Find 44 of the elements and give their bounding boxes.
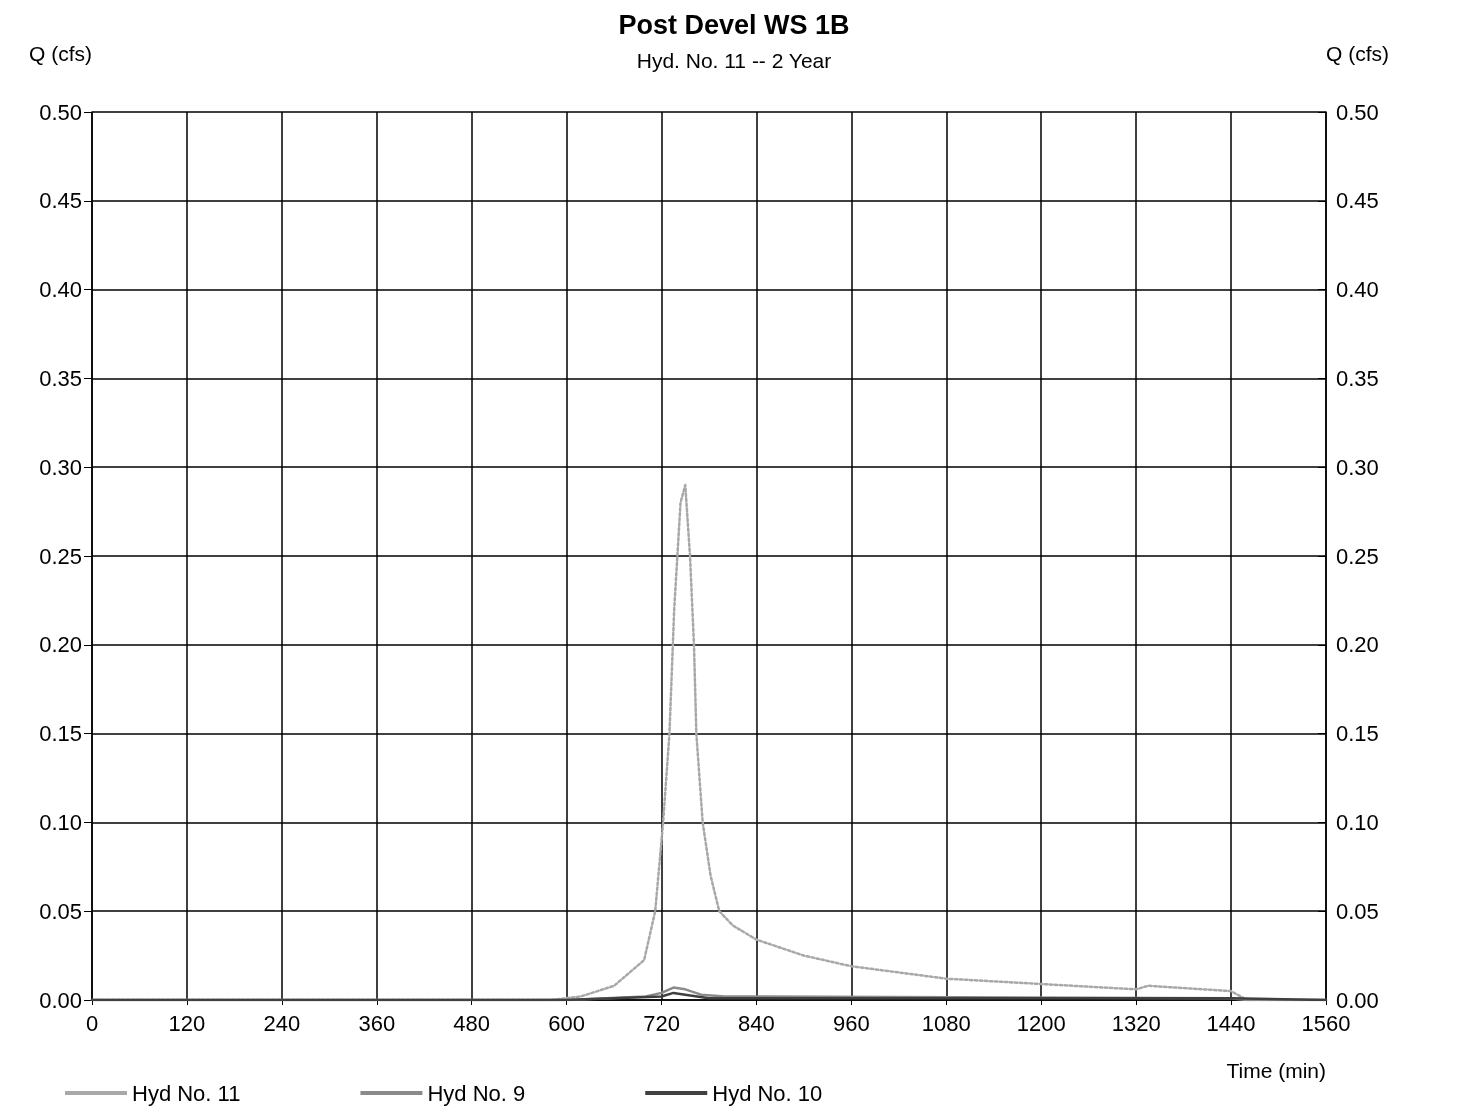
y-tick-label: 0.50: [39, 99, 82, 125]
y-tick-label: 0.40: [39, 277, 82, 303]
y2-tick-label: 0.45: [1336, 188, 1379, 214]
x-tick-label: 1200: [1016, 1010, 1066, 1036]
legend-label: Hyd No. 11: [132, 1080, 241, 1106]
y-tick-label: 0.35: [39, 365, 82, 391]
x-tick-label: 720: [643, 1010, 680, 1036]
x-tick-label: 1440: [1206, 1010, 1256, 1036]
x-tick-label: 480: [453, 1010, 491, 1036]
y-tick-label: 0.20: [39, 632, 82, 658]
x-tick-label: 360: [358, 1010, 396, 1036]
y-tick-label: 0.05: [39, 898, 82, 924]
y2-tick-label: 0.00: [1336, 987, 1379, 1013]
x-axis-title: Time (min): [1226, 1059, 1326, 1082]
y2-tick-label: 0.15: [1336, 721, 1379, 747]
x-tick-label: 1320: [1111, 1010, 1161, 1036]
x-tick-label: 840: [738, 1010, 775, 1036]
chart-title: Post Devel WS 1B: [618, 9, 850, 40]
y-axis-title: Q (cfs): [29, 42, 92, 65]
y2-tick-label: 0.40: [1336, 277, 1379, 303]
y-tick-label: 0.25: [39, 543, 82, 569]
y2-tick-label: 0.05: [1336, 898, 1379, 924]
y2-axis-title: Q (cfs): [1326, 42, 1389, 65]
chart-subtitle: Hyd. No. 11 -- 2 Year: [636, 49, 832, 72]
y2-tick-label: 0.20: [1336, 632, 1379, 658]
x-tick-label: 1080: [921, 1010, 971, 1036]
y2-tick-label: 0.25: [1336, 543, 1379, 569]
y-tick-label: 0.10: [39, 809, 82, 835]
x-tick-label: 0: [85, 1010, 99, 1036]
y2-tick-label: 0.50: [1336, 99, 1379, 125]
y-tick-label: 0.45: [39, 188, 82, 214]
y2-tick-label: 0.35: [1336, 365, 1379, 391]
y-tick-label: 0.15: [39, 721, 82, 747]
x-tick-label: 960: [833, 1010, 870, 1036]
y2-tick-label: 0.10: [1336, 809, 1379, 835]
x-tick-label: 600: [548, 1010, 585, 1036]
y-tick-label: 0.30: [39, 454, 82, 480]
x-tick-label: 1560: [1301, 1010, 1351, 1036]
y2-tick-label: 0.30: [1336, 454, 1379, 480]
y-tick-label: 0.00: [39, 987, 82, 1013]
legend-label: Hyd No. 9: [427, 1080, 526, 1106]
x-tick-label: 240: [263, 1010, 301, 1036]
x-tick-label: 120: [168, 1010, 206, 1036]
legend-label: Hyd No. 10: [712, 1080, 823, 1106]
